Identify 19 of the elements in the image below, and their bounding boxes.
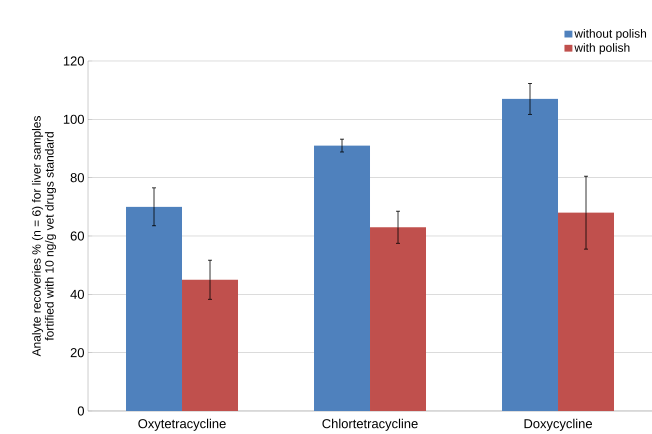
legend-label: with polish [574,43,630,54]
bar [370,227,426,411]
y-tick-label: 20 [70,348,84,358]
y-tick-label: 60 [70,231,84,241]
y-tick-label: 0 [78,406,84,416]
bar [182,280,238,411]
bar [558,212,614,411]
x-tick-label: Chlortetracycline [322,418,418,431]
bar [126,206,182,411]
y-tick-label: 100 [64,114,84,124]
bar [314,146,370,411]
y-tick-label: 120 [64,56,84,66]
y-tick-label: 80 [70,173,84,182]
x-tick-label: Doxycycline [524,418,592,431]
x-tick-label: Oxytetracycline [138,418,226,431]
bar [502,98,558,411]
y-tick-label: 40 [70,290,84,299]
legend-label: without polish [574,29,646,40]
y-axis-title: Analyte recoveries % (n = 6) for liver samples fortified with 10 ng/g vet drugs standard [32,116,56,356]
